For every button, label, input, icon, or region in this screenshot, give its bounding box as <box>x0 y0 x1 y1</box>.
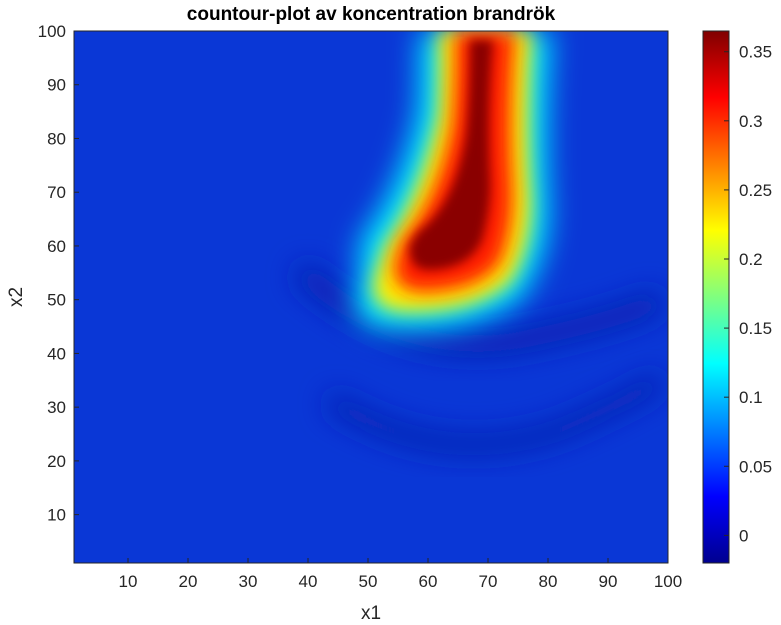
colorbar-tick-label: 0.1 <box>739 388 763 407</box>
colorbar-gradient <box>702 30 730 564</box>
x-tick-label: 10 <box>119 572 138 591</box>
colorbar-tick-label: 0 <box>739 526 748 545</box>
colorbar-tick-label: 0.05 <box>739 457 772 476</box>
heatmap-field <box>74 31 668 563</box>
heatmap-plume-core <box>409 40 493 270</box>
y-tick-label: 80 <box>47 129 66 148</box>
chart-title: countour-plot av koncentration brandrök <box>187 4 556 25</box>
y-tick-label: 90 <box>47 76 66 95</box>
y-tick-label: 50 <box>47 291 66 310</box>
y-tick-label: 30 <box>47 398 66 417</box>
x-tick-label: 40 <box>299 572 318 591</box>
x-tick-label: 80 <box>539 572 558 591</box>
colorbar-tick-label: 0.25 <box>739 181 772 200</box>
x-tick-label: 70 <box>479 572 498 591</box>
colorbar-tick-label: 0.35 <box>739 43 772 62</box>
x-tick-label: 30 <box>239 572 258 591</box>
x-axis-label: x1 <box>361 603 381 624</box>
y-tick-label: 70 <box>47 183 66 202</box>
colorbar-tick-label: 0.2 <box>739 250 763 269</box>
x-axis-ticks: 10 20 30 40 50 60 70 80 90 100 <box>119 558 682 591</box>
x-tick-label: 100 <box>654 572 682 591</box>
x-tick-label: 60 <box>419 572 438 591</box>
y-tick-label: 40 <box>47 344 66 363</box>
colorbar-ticks: 0 0.05 0.1 0.15 0.2 0.25 0.3 0.35 <box>724 43 772 545</box>
y-tick-label: 100 <box>38 22 66 41</box>
heatmap-ripple-2 <box>325 372 665 454</box>
colorbar-tick-label: 0.3 <box>739 112 763 131</box>
y-tick-label: 20 <box>47 452 66 471</box>
x-tick-label: 90 <box>599 572 618 591</box>
plot-frame <box>73 30 669 564</box>
y-axis-label: x2 <box>6 287 27 307</box>
y-tick-label: 10 <box>47 506 66 525</box>
colorbar: 0 0.05 0.1 0.15 0.2 0.25 0.3 0.35 <box>702 30 772 564</box>
colorbar-tick-label: 0.15 <box>739 319 772 338</box>
x-tick-label: 20 <box>179 572 198 591</box>
y-axis-ticks: 10 20 30 40 50 60 70 80 90 100 <box>38 22 79 525</box>
x-tick-label: 50 <box>359 572 378 591</box>
y-tick-label: 60 <box>47 237 66 256</box>
